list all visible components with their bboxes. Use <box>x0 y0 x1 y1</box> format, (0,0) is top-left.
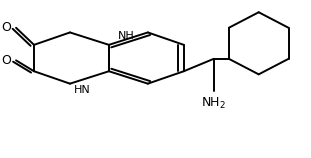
Text: O: O <box>2 54 12 67</box>
Text: O: O <box>2 21 12 34</box>
Text: NH: NH <box>118 30 135 41</box>
Text: HN: HN <box>74 85 91 95</box>
Text: NH$_2$: NH$_2$ <box>201 96 226 111</box>
